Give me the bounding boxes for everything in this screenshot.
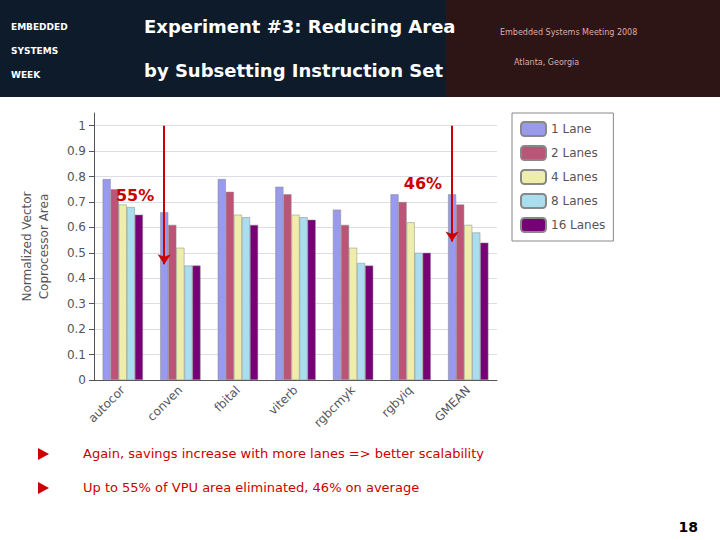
svg-text:Again, savings increase with m: Again, savings increase with more lanes … (83, 446, 484, 461)
svg-text:rgbcmyk: rgbcmyk (311, 383, 358, 430)
svg-text:viterb: viterb (266, 383, 301, 418)
svg-text:4 Lanes: 4 Lanes (551, 170, 598, 184)
svg-text:Atlanta, Georgia: Atlanta, Georgia (514, 58, 579, 67)
svg-text:0.5: 0.5 (67, 246, 86, 260)
svg-text:0.8: 0.8 (67, 170, 86, 184)
svg-text:0.3: 0.3 (67, 297, 86, 311)
svg-text:8 Lanes: 8 Lanes (551, 194, 598, 208)
svg-text:Coprocessor Area: Coprocessor Area (37, 194, 51, 300)
svg-text:0.6: 0.6 (67, 220, 86, 234)
svg-text:Experiment #3: Reducing Area: Experiment #3: Reducing Area (144, 16, 456, 37)
svg-text:Up to 55% of VPU area eliminat: Up to 55% of VPU area eliminated, 46% on… (83, 480, 419, 495)
svg-text:0.7: 0.7 (67, 195, 86, 209)
svg-text:rgbyiq: rgbyiq (379, 383, 416, 420)
svg-text:Normalized Vector: Normalized Vector (20, 191, 34, 301)
svg-text:0: 0 (78, 373, 86, 387)
svg-text:EMBEDDED: EMBEDDED (11, 22, 68, 32)
svg-text:0.1: 0.1 (67, 348, 86, 362)
svg-text:autocor: autocor (85, 383, 127, 425)
svg-text:0.4: 0.4 (67, 271, 86, 285)
svg-text:0.2: 0.2 (67, 322, 86, 336)
svg-text:18: 18 (679, 519, 698, 535)
svg-text:16 Lanes: 16 Lanes (551, 218, 605, 232)
svg-text:fbital: fbital (211, 383, 242, 414)
svg-text:WEEK: WEEK (11, 70, 41, 80)
svg-text:46%: 46% (404, 174, 442, 193)
svg-text:1: 1 (78, 119, 86, 133)
svg-text:55%: 55% (116, 186, 154, 205)
svg-text:2 Lanes: 2 Lanes (551, 146, 598, 160)
svg-text:by Subsetting Instruction Set: by Subsetting Instruction Set (144, 60, 443, 81)
svg-text:0.9: 0.9 (67, 144, 86, 158)
svg-text:1 Lane: 1 Lane (551, 122, 591, 136)
svg-text:SYSTEMS: SYSTEMS (11, 46, 58, 56)
svg-text:conven: conven (145, 383, 186, 424)
svg-text:Embedded Systems Meeting 2008: Embedded Systems Meeting 2008 (500, 28, 637, 37)
svg-text:GMEAN: GMEAN (432, 383, 473, 424)
